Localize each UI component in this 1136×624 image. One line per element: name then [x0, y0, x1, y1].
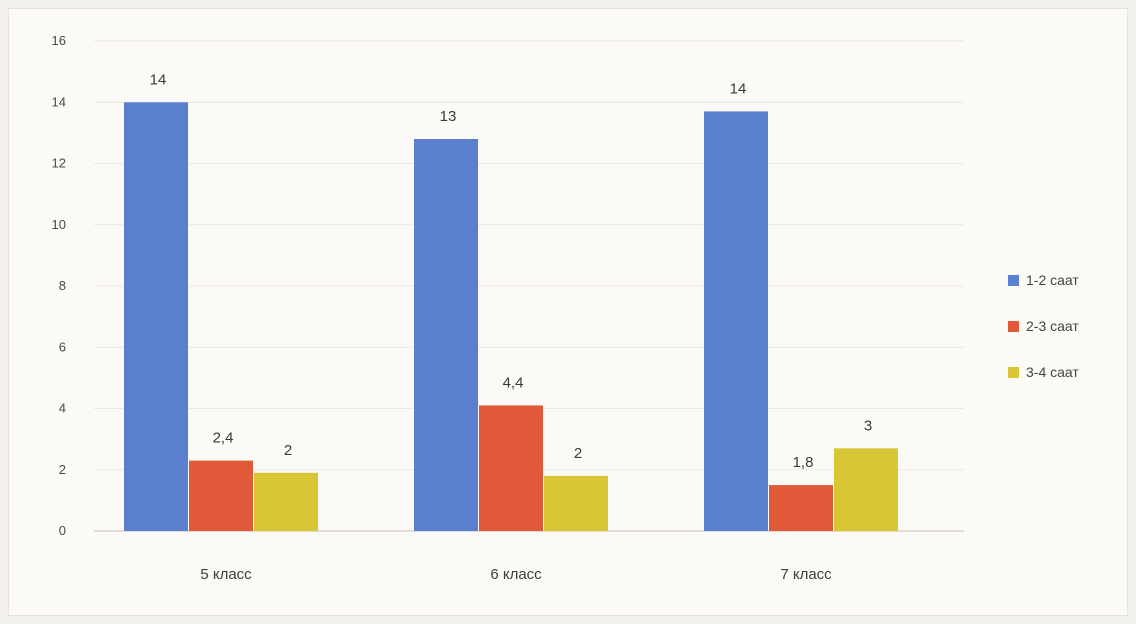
data-label: 13 [440, 108, 457, 125]
y-tick-label: 0 [59, 523, 66, 538]
legend-swatch [1008, 321, 1019, 332]
x-category-label: 5 класс [200, 566, 252, 583]
chart-frame: 0 2 4 6 8 10 12 14 16 14 2,4 2 5 класс 13 4,4 2 6 класс 1… [8, 8, 1128, 616]
bar [479, 405, 543, 531]
y-tick-label: 8 [59, 278, 66, 293]
legend-swatch [1008, 275, 1019, 286]
legend-label: 1-2 саат [1026, 272, 1079, 288]
data-label: 14 [150, 71, 167, 88]
data-label: 4,4 [503, 374, 524, 391]
bar [704, 111, 768, 531]
y-tick-label: 16 [52, 33, 66, 48]
y-tick-label: 14 [52, 94, 66, 109]
bar-chart: 0 2 4 6 8 10 12 14 16 14 2,4 2 5 класс 13 4,4 2 6 класс 1… [52, 33, 1080, 583]
bar [124, 102, 188, 531]
y-tick-label: 2 [59, 462, 66, 477]
data-label: 14 [730, 80, 747, 97]
x-category-label: 6 класс [490, 566, 542, 583]
legend-label: 2-3 саат [1026, 318, 1079, 334]
y-tick-label: 12 [52, 156, 66, 171]
data-label: 2 [574, 445, 582, 462]
bar [189, 460, 253, 531]
data-label: 3 [864, 417, 872, 434]
data-label: 2,4 [213, 430, 234, 447]
bar [769, 485, 833, 531]
bar [544, 475, 608, 531]
legend-swatch [1008, 367, 1019, 378]
x-category-label: 7 класс [780, 566, 832, 583]
bar [414, 139, 478, 531]
data-label: 1,8 [793, 454, 814, 471]
bar [834, 448, 898, 531]
data-label: 2 [284, 442, 292, 459]
y-tick-label: 6 [59, 339, 66, 354]
legend-label: 3-4 саат [1026, 364, 1079, 380]
bar [254, 472, 318, 531]
y-tick-label: 4 [59, 401, 66, 416]
y-tick-label: 10 [52, 217, 66, 232]
